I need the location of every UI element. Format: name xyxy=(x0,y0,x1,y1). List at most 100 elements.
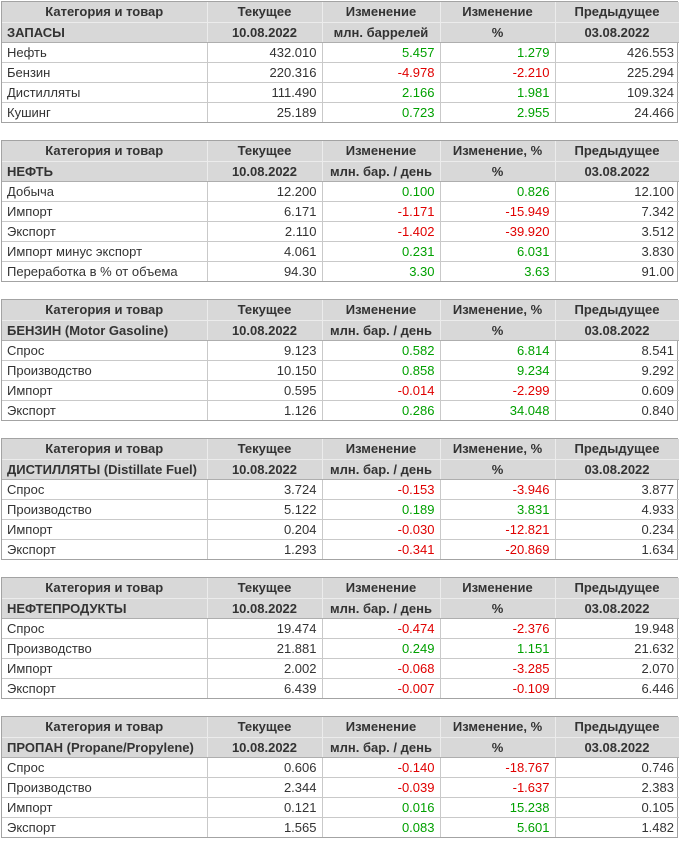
change-pct-cell: 5.601 xyxy=(440,817,556,837)
change-cell: 2.166 xyxy=(322,82,441,103)
change-pct-cell: -15.949 xyxy=(440,201,556,222)
current-cell: 12.200 xyxy=(207,181,323,202)
data-table-propan: Категория и товар Текущее Изменение Изменен… xyxy=(1,716,679,838)
category-cell: Импорт минус экспорт xyxy=(2,241,208,262)
table-row: Дистилляты 111.490 2.166 1.981 109.324 xyxy=(2,82,679,103)
table-row: Производство 10.150 0.858 9.234 9.292 xyxy=(2,360,679,381)
table-row: Добыча 12.200 0.100 0.826 12.100 xyxy=(2,181,679,202)
previous-cell: 3.830 xyxy=(555,241,679,262)
data-table-zapasy: Категория и товар Текущее Изменение Изменен… xyxy=(1,1,679,123)
previous-cell: 3.877 xyxy=(555,479,679,500)
change-cell: -0.153 xyxy=(322,479,441,500)
change-pct-cell: 3.831 xyxy=(440,499,556,520)
change-pct-cell: -18.767 xyxy=(440,757,556,778)
previous-cell: 2.383 xyxy=(555,777,679,798)
unit-label: млн. бар. / день xyxy=(322,459,441,480)
table-row: Импорт минус экспорт 4.061 0.231 6.031 3.830 xyxy=(2,241,679,262)
category-cell: Добыча xyxy=(2,181,208,202)
table-row: Спрос 9.123 0.582 6.814 8.541 xyxy=(2,340,679,361)
previous-cell: 109.324 xyxy=(555,82,679,103)
column-header-previous: Предыдущее xyxy=(555,300,679,321)
category-cell: Спрос xyxy=(2,757,208,778)
data-table-distillyaty: Категория и товар Текущее Изменение Изменен… xyxy=(1,438,679,560)
change-cell: -0.140 xyxy=(322,757,441,778)
previous-cell: 6.446 xyxy=(641,680,674,696)
table-row: Производство 2.344 -0.039 -1.637 2.383 xyxy=(2,777,679,798)
change-pct-cell: -39.920 xyxy=(440,221,556,242)
previous-cell: 19.948 xyxy=(555,618,679,639)
table-row: Спрос 19.474 -0.474 -2.376 19.948 xyxy=(2,618,679,639)
column-header-previous: Предыдущее xyxy=(555,141,679,162)
column-header-current: Текущее xyxy=(207,141,323,162)
previous-cell: 9.292 xyxy=(555,360,679,381)
change-pct-cell: -3.946 xyxy=(440,479,556,500)
category-cell: Производство xyxy=(2,360,208,381)
column-header-change: Изменение xyxy=(322,300,441,321)
change-pct-cell: 1.981 xyxy=(440,82,556,103)
column-header-change-pct: Изменение, % xyxy=(440,141,556,162)
change-pct-cell: 1.151 xyxy=(440,638,556,659)
change-cell: -0.341 xyxy=(322,539,441,559)
previous-cell: 91.00 xyxy=(641,263,674,279)
column-header-category: Категория и товар xyxy=(2,141,208,162)
table-row: Импорт 0.121 0.016 15.238 0.105 xyxy=(2,797,679,818)
category-cell: Бензин xyxy=(2,62,208,83)
column-header-current: Текущее xyxy=(207,717,323,738)
change-cell: 0.231 xyxy=(322,241,441,262)
category-cell: Экспорт xyxy=(2,221,208,242)
table-row: Бензин 220.316 -4.978 -2.210 225.294 xyxy=(2,62,679,83)
column-header-change-pct: Изменение xyxy=(440,578,556,599)
change-pct-cell: -0.109 xyxy=(440,678,556,698)
current-cell: 25.189 xyxy=(207,102,323,122)
category-cell: Спрос xyxy=(2,618,208,639)
category-cell: Импорт xyxy=(2,658,208,679)
change-cell: 0.016 xyxy=(322,797,441,818)
section-header-row: НЕФТЬ 10.08.2022 млн. бар. / день% 03.08.20… xyxy=(2,161,679,182)
category-cell: Дистилляты xyxy=(2,82,208,103)
previous-cell: 0.234 xyxy=(555,519,679,540)
previous-cell: 0.746 xyxy=(555,757,679,778)
table-row: Производство 5.122 0.189 3.831 4.933 xyxy=(2,499,679,520)
previous-date: 03.08.2022 xyxy=(555,459,679,480)
table-row: Производство 21.881 0.249 1.151 21.632 xyxy=(2,638,679,659)
current-cell: 94.30 xyxy=(207,261,323,281)
change-pct-cell: 6.031 xyxy=(440,241,556,262)
column-header-previous: Предыдущее xyxy=(555,717,679,738)
change-pct-cell: 15.238 xyxy=(440,797,556,818)
section-title: ПРОПАН (Propane/Propylene) xyxy=(2,737,208,758)
change-cell: -0.007 xyxy=(322,678,441,698)
column-header-previous: Предыдущее xyxy=(555,578,679,599)
table-benzin: Категория и товар Текущее Изменение Изменен… xyxy=(2,300,679,420)
previous-cell: 225.294 xyxy=(555,62,679,83)
current-date: 10.08.2022 xyxy=(207,22,323,43)
category-cell: Кушинг xyxy=(2,102,208,122)
category-cell: Производство xyxy=(2,777,208,798)
table-row: Кушинг 25.189 0.723 2.955 24.466 xyxy=(2,102,679,122)
current-cell: 0.606 xyxy=(207,757,323,778)
change-cell: 0.189 xyxy=(322,499,441,520)
change-cell: 0.286 xyxy=(322,400,441,420)
current-cell: 0.595 xyxy=(207,380,323,401)
table-row: Экспорт 2.110 -1.402 -39.920 3.512 xyxy=(2,221,679,242)
column-header-category: Категория и товар xyxy=(2,2,208,23)
percent-sign: % xyxy=(440,737,556,758)
table-row: Спрос 0.606 -0.140 -18.767 0.746 xyxy=(2,757,679,778)
column-header-change-pct: Изменение xyxy=(440,2,556,23)
change-cell: -0.030 xyxy=(322,519,441,540)
section-title: НЕФТЕПРОДУКТЫ xyxy=(2,598,208,619)
column-header-change: Изменение xyxy=(322,578,441,599)
change-pct-cell: -2.210 xyxy=(440,62,556,83)
column-header-current: Текущее xyxy=(207,300,323,321)
section-title: ЗАПАСЫ xyxy=(2,22,208,43)
category-cell: Производство xyxy=(2,638,208,659)
change-pct-cell: -2.376 xyxy=(440,618,556,639)
previous-date: 03.08.2022 xyxy=(555,737,679,758)
previous-cell: 0.105 xyxy=(555,797,679,818)
change-cell: 0.100 xyxy=(322,181,441,202)
column-header-previous: Предыдущее xyxy=(555,2,679,23)
current-cell: 0.121 xyxy=(207,797,323,818)
section-header-row: ДИСТИЛЛЯТЫ (Distillate Fuel) 10.08.2022 мл… xyxy=(2,459,679,480)
current-cell: 5.122 xyxy=(207,499,323,520)
category-cell: Импорт xyxy=(2,797,208,818)
previous-cell: 3.512 xyxy=(555,221,679,242)
